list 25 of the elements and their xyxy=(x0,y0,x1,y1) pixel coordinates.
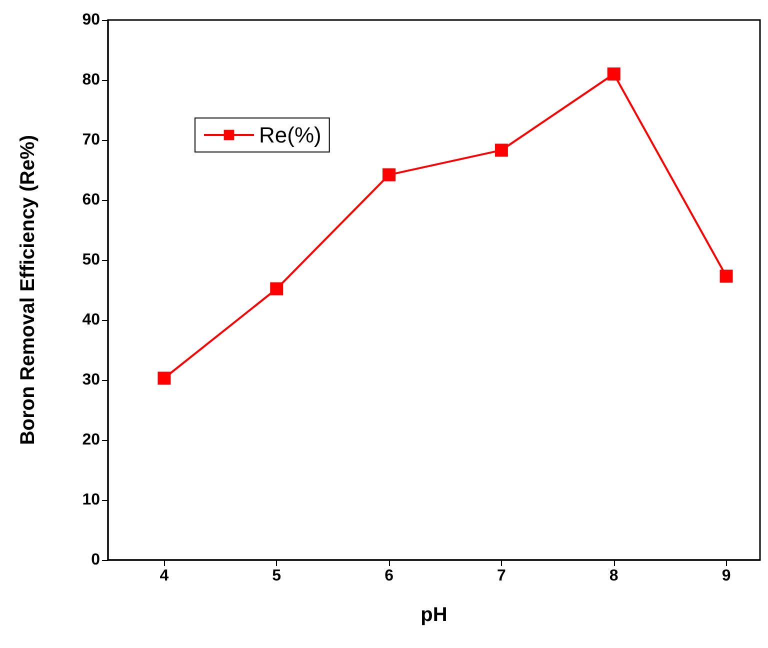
y-tick-label: 70 xyxy=(82,132,100,148)
y-tick-label: 40 xyxy=(82,312,100,328)
y-tick-label: 20 xyxy=(82,432,100,448)
y-tick-label: 0 xyxy=(91,552,100,568)
y-tick-label: 10 xyxy=(82,492,100,508)
y-tick-label: 80 xyxy=(82,72,100,88)
y-axis-title: Boron Removal Efficiency (Re%) xyxy=(17,134,39,446)
point xyxy=(494,144,508,157)
point xyxy=(382,168,396,182)
x-tick-label: 8 xyxy=(609,568,618,584)
point xyxy=(720,270,733,283)
x-axis-title: pH xyxy=(420,604,448,626)
y-tick-label: 90 xyxy=(82,12,100,28)
x-tick-label: 6 xyxy=(384,568,394,584)
y-tick-label: 30 xyxy=(82,372,100,388)
x-tick-label: 4 xyxy=(160,568,169,584)
x-tick-label: 5 xyxy=(272,568,282,584)
y-tick-label: 50 xyxy=(82,252,100,268)
point xyxy=(270,282,284,296)
point xyxy=(607,68,620,80)
y-tick-label: 60 xyxy=(82,192,100,208)
point xyxy=(158,372,171,385)
legend-label: Re(%) xyxy=(259,122,322,148)
x-tick-label: 9 xyxy=(722,568,731,584)
x-tick-label: 7 xyxy=(496,568,506,584)
